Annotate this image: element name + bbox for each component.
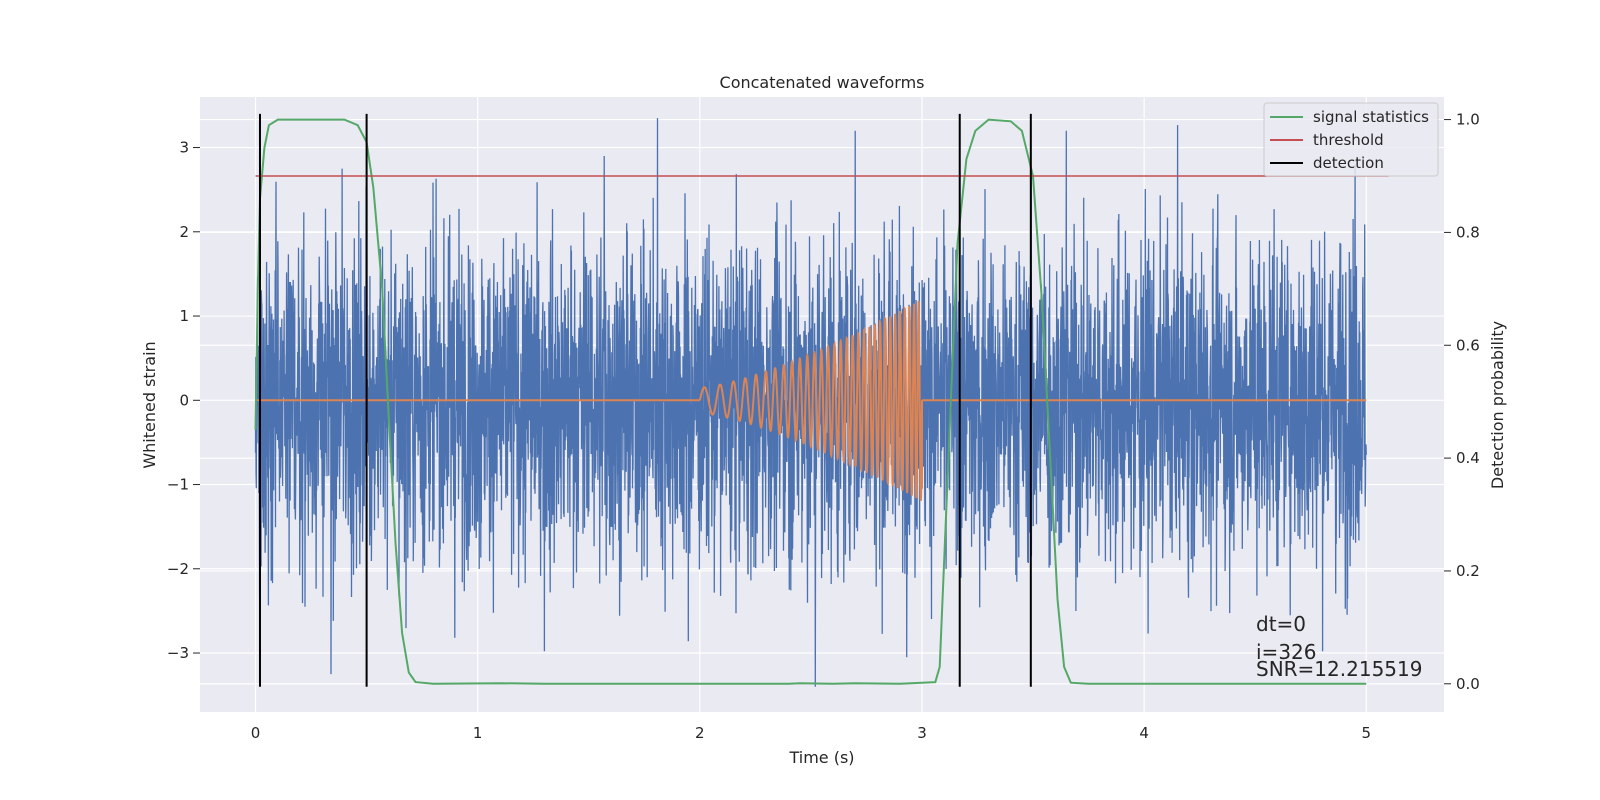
y2-tick-label: 0.6 xyxy=(1456,336,1480,354)
y-tick-label: 1 xyxy=(179,307,189,325)
noise-line xyxy=(254,118,1367,687)
signal-statistics-line xyxy=(254,118,1367,685)
y2-tick-label: 0.0 xyxy=(1456,675,1480,693)
y2-tick-label: 0.8 xyxy=(1456,223,1480,241)
annotation-index: i=326 xyxy=(1256,640,1317,664)
noise-series xyxy=(254,118,1367,687)
x-axis: 0 1 2 3 4 5 xyxy=(251,724,1371,742)
legend-label-threshold: threshold xyxy=(1313,131,1384,149)
x-tick-label: 4 xyxy=(1139,724,1149,742)
legend: signal statistics threshold detection xyxy=(1263,102,1439,177)
y-tick-label: 0 xyxy=(179,391,189,409)
signal-statistics-series xyxy=(254,118,1367,685)
annotation-dt: dt=0 xyxy=(1256,612,1306,636)
x-tick-label: 0 xyxy=(251,724,261,742)
annotation-snr: SNR=12.215519 xyxy=(1256,657,1422,681)
x-tick-label: 2 xyxy=(695,724,705,742)
y-axis-left: −3 −2 −1 0 1 2 3 xyxy=(167,139,200,662)
x-tick-label: 3 xyxy=(917,724,927,742)
y-tick-label: −3 xyxy=(167,644,189,662)
detection-series xyxy=(258,113,1032,687)
y-axis-right-label: Detection probability xyxy=(1488,321,1507,489)
y-tick-label: 3 xyxy=(179,139,189,157)
y2-tick-label: 0.2 xyxy=(1456,562,1480,580)
y2-tick-label: 0.4 xyxy=(1456,449,1480,467)
legend-box xyxy=(1263,102,1439,177)
y-axis-right: 0.0 0.2 0.4 0.6 0.8 1.0 xyxy=(1444,111,1480,693)
y-axis-label: Whitened strain xyxy=(140,341,159,468)
y-tick-label: −2 xyxy=(167,560,189,578)
y-tick-label: −1 xyxy=(167,476,189,494)
injected-signal-series xyxy=(255,301,1367,501)
y-tick-label: 2 xyxy=(179,223,189,241)
chart-title: Concatenated waveforms xyxy=(720,73,925,92)
y2-tick-label: 1.0 xyxy=(1456,111,1480,129)
injected-chirp-line xyxy=(698,301,923,501)
legend-label-detection: detection xyxy=(1313,154,1384,172)
x-tick-label: 1 xyxy=(473,724,483,742)
x-tick-label: 5 xyxy=(1361,724,1371,742)
legend-label-signal-statistics: signal statistics xyxy=(1313,108,1429,126)
x-axis-label: Time (s) xyxy=(788,748,854,767)
